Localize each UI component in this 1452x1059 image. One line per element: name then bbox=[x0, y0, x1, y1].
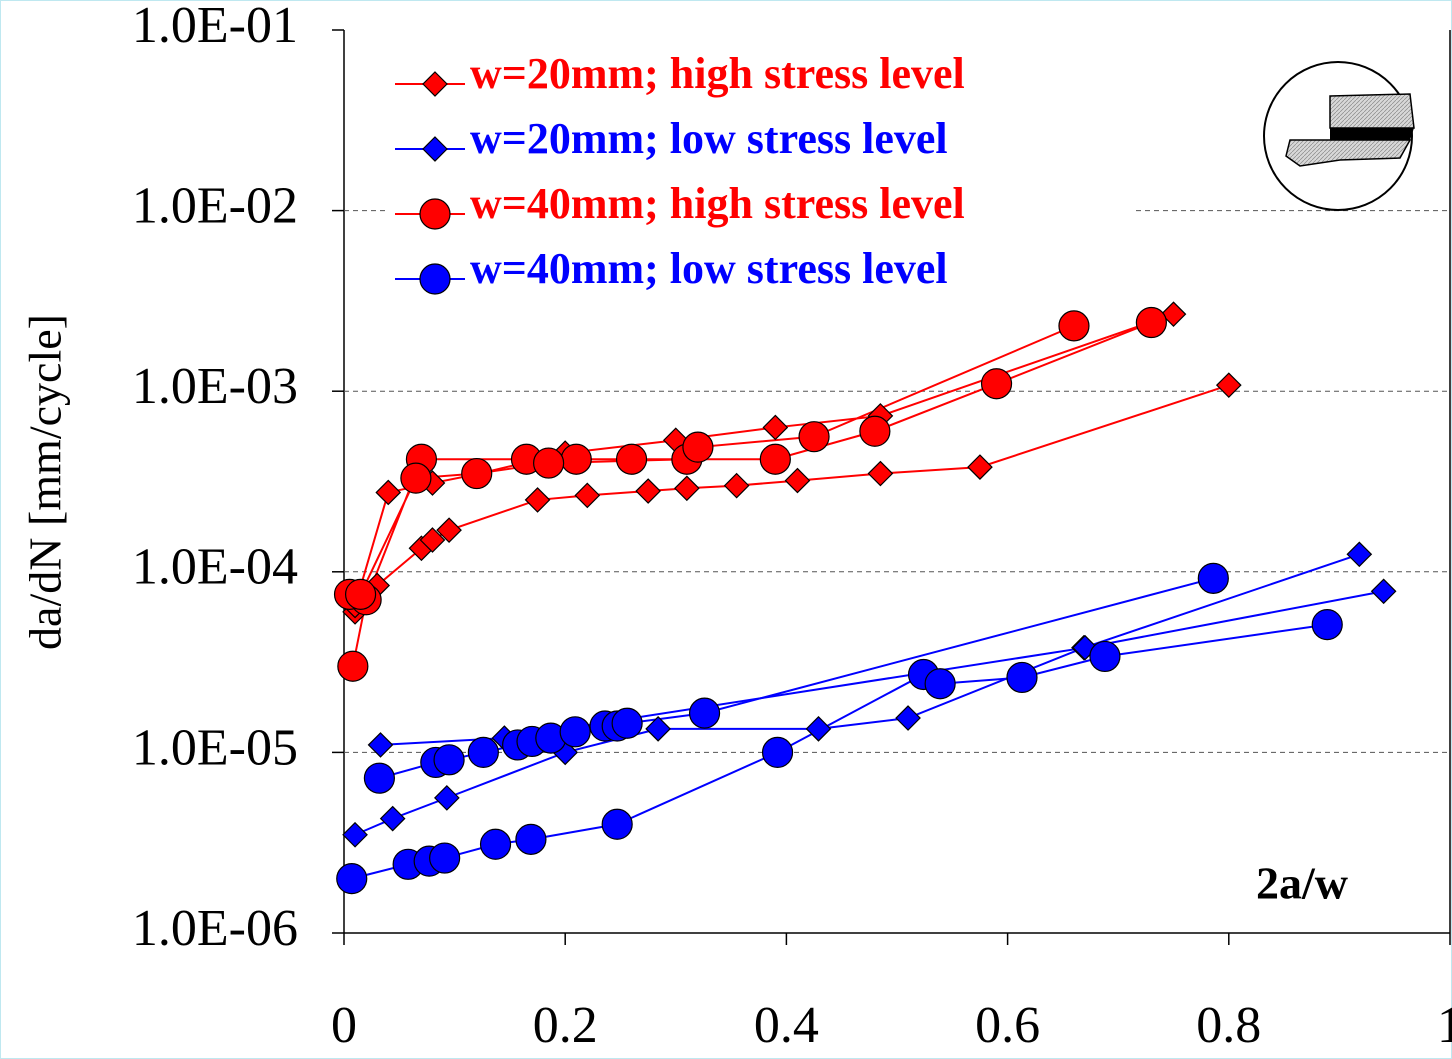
marker bbox=[798, 421, 830, 453]
inset-weld bbox=[1330, 128, 1414, 140]
y-axis-title: da/dN [mm/cycle] bbox=[20, 314, 71, 650]
marker bbox=[645, 716, 671, 742]
marker bbox=[759, 443, 791, 475]
marker bbox=[1311, 609, 1343, 641]
marker bbox=[867, 460, 894, 487]
legend-marker bbox=[419, 263, 451, 295]
legend-marker bbox=[422, 136, 448, 162]
marker bbox=[434, 785, 460, 811]
marker bbox=[524, 487, 551, 513]
marker bbox=[761, 736, 794, 769]
marker bbox=[342, 821, 368, 848]
marker bbox=[367, 732, 394, 758]
marker bbox=[560, 443, 592, 475]
marker bbox=[1197, 562, 1229, 594]
y-tick-label: 1.0E-05 bbox=[132, 719, 298, 776]
marker bbox=[635, 478, 661, 504]
marker bbox=[688, 697, 721, 729]
marker bbox=[479, 828, 512, 860]
marker bbox=[1215, 372, 1242, 399]
legend-label: w=20mm; high stress level bbox=[470, 49, 965, 98]
x-tick-label: 0.6 bbox=[975, 997, 1040, 1054]
marker bbox=[1160, 301, 1187, 328]
marker bbox=[436, 517, 462, 544]
marker bbox=[924, 668, 956, 700]
marker bbox=[400, 462, 432, 494]
x-tick-label: 0 bbox=[331, 997, 357, 1054]
legend-label: w=40mm; low stress level bbox=[470, 244, 948, 293]
marker bbox=[611, 707, 643, 739]
marker bbox=[1346, 541, 1373, 568]
legend: w=20mm; high stress level w=20mm; low str… bbox=[395, 49, 965, 295]
marker bbox=[515, 823, 547, 855]
y-tick-label: 1.0E-06 bbox=[132, 900, 298, 957]
marker bbox=[967, 454, 993, 480]
y-tick-label: 1.0E-04 bbox=[132, 539, 298, 596]
marker bbox=[1135, 306, 1167, 339]
marker bbox=[337, 650, 369, 682]
inset-upper-part bbox=[1329, 93, 1415, 129]
marker bbox=[895, 705, 921, 731]
marker bbox=[1058, 310, 1090, 342]
marker bbox=[805, 716, 832, 742]
marker bbox=[433, 744, 465, 776]
marker bbox=[467, 736, 499, 769]
marker bbox=[723, 472, 750, 499]
marker bbox=[762, 414, 789, 441]
y-tick-label: 1.0E-01 bbox=[132, 0, 298, 54]
legend-background bbox=[385, 45, 1135, 305]
legend-label: w=40mm; high stress level bbox=[470, 179, 965, 228]
marker bbox=[1006, 661, 1038, 694]
marker bbox=[429, 842, 461, 874]
marker bbox=[375, 479, 402, 506]
marker bbox=[344, 578, 377, 610]
marker bbox=[533, 447, 565, 479]
marker bbox=[379, 805, 406, 832]
y-tick-label: 1.0E-03 bbox=[132, 358, 298, 415]
legend-label: w=20mm; low stress level bbox=[470, 114, 948, 163]
x-axis-title: 2a/w bbox=[1256, 858, 1348, 909]
y-tick-label: 1.0E-02 bbox=[132, 178, 298, 235]
marker bbox=[363, 762, 395, 794]
marker bbox=[1370, 578, 1397, 605]
inset-icon bbox=[1263, 61, 1415, 211]
legend-marker bbox=[419, 198, 451, 230]
inset-lower-part bbox=[1285, 139, 1412, 167]
x-tick-label: 0.2 bbox=[533, 997, 598, 1054]
marker bbox=[419, 527, 446, 553]
x-tick-label: 0.4 bbox=[754, 997, 819, 1054]
marker bbox=[615, 443, 648, 475]
x-tick-label: 1 bbox=[1437, 997, 1452, 1054]
marker bbox=[682, 431, 714, 463]
marker bbox=[859, 415, 891, 447]
marker bbox=[1089, 640, 1121, 673]
marker bbox=[559, 716, 591, 748]
marker bbox=[601, 808, 633, 840]
x-tick-label: 0.8 bbox=[1196, 997, 1261, 1054]
marker bbox=[574, 482, 601, 509]
marker bbox=[336, 863, 368, 895]
marker bbox=[980, 368, 1013, 400]
marker bbox=[784, 467, 811, 494]
legend-marker bbox=[422, 71, 448, 97]
marker bbox=[674, 475, 700, 502]
marker bbox=[461, 457, 493, 490]
plot bbox=[333, 301, 1397, 895]
